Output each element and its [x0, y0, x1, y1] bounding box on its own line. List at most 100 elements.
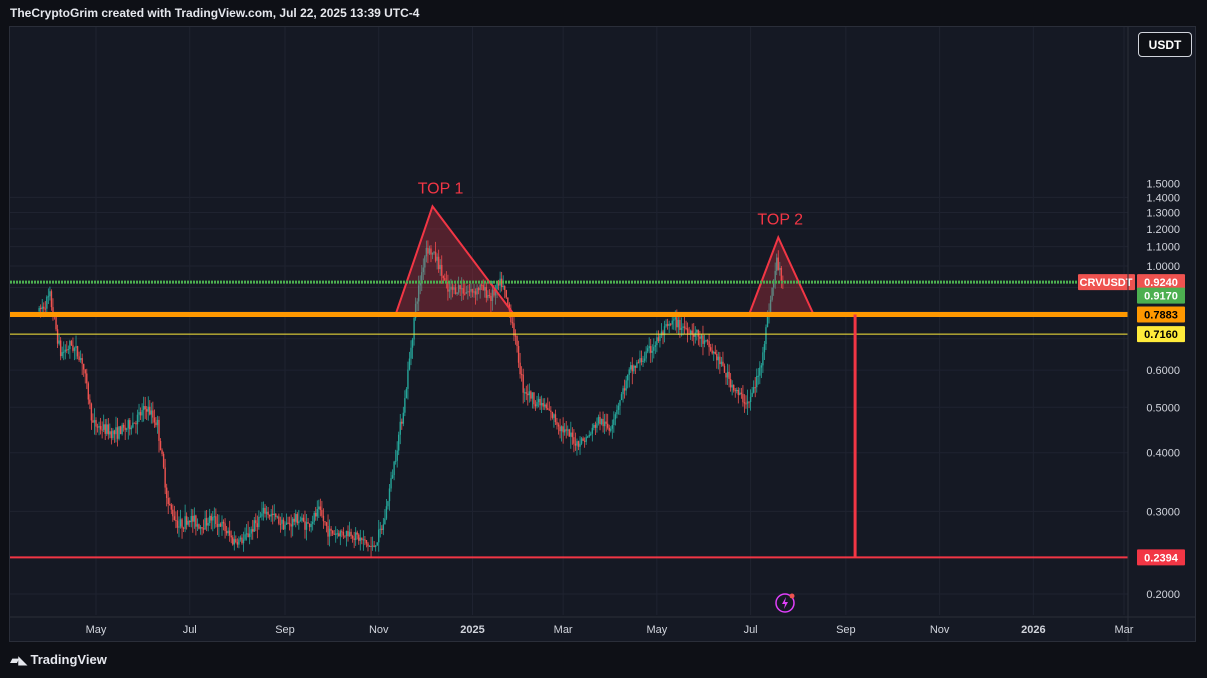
candle-body: [381, 528, 383, 530]
candle-body: [765, 327, 767, 345]
candle-body: [669, 323, 672, 325]
candle-body: [387, 501, 389, 507]
candle-body: [602, 418, 604, 427]
y-tick-label: 0.5000: [1146, 402, 1180, 414]
candle-body: [205, 518, 208, 526]
candle-body: [439, 264, 441, 270]
candle-body: [116, 427, 119, 439]
candle-body: [304, 521, 306, 530]
candle-body: [408, 358, 411, 370]
candle-body: [597, 416, 600, 424]
candle-body: [568, 429, 570, 437]
candle-body: [611, 424, 614, 429]
candle-body: [364, 539, 366, 541]
candle-body: [711, 350, 713, 354]
candle-body: [740, 392, 743, 394]
candle-body: [81, 358, 83, 364]
candle-body: [457, 285, 460, 293]
candle-body: [502, 286, 504, 288]
symbol-label-box: [1078, 274, 1135, 291]
candle-body: [122, 424, 125, 428]
candle-body: [461, 288, 463, 290]
candle-body: [683, 326, 686, 328]
candle-body: [99, 426, 102, 430]
candle-body: [571, 432, 574, 438]
candle-body: [288, 523, 291, 525]
candle-body: [225, 530, 228, 534]
candle-body: [673, 319, 675, 321]
candle-body: [158, 419, 160, 442]
candle-body: [734, 390, 736, 392]
candle-body: [427, 247, 429, 254]
candle-body: [305, 522, 308, 530]
candle-body: [745, 403, 747, 405]
candle-body: [679, 319, 681, 330]
candle-body: [273, 513, 275, 515]
candle-body: [321, 510, 323, 516]
candle-body: [605, 421, 607, 424]
currency-selector-button[interactable]: USDT: [1138, 32, 1192, 57]
candle-body: [67, 348, 70, 350]
candle-body: [210, 515, 212, 521]
candle-body: [159, 441, 162, 451]
candle-body: [505, 290, 507, 298]
candle-body: [479, 284, 481, 291]
candle-body: [468, 291, 471, 293]
candle-body: [513, 323, 515, 336]
x-tick-label: Sep: [836, 624, 856, 636]
candle-body: [579, 443, 581, 447]
candle-body: [43, 306, 45, 309]
candle-body: [639, 358, 641, 363]
symbol-label-text: CRVUSDT: [1080, 277, 1133, 289]
candle-body: [79, 358, 82, 361]
candle-body: [347, 530, 349, 537]
y-tick-label: 1.4000: [1146, 192, 1180, 204]
candle-body: [736, 389, 738, 391]
candle-body: [524, 392, 526, 394]
candle-body: [626, 374, 629, 381]
candle-body: [404, 398, 406, 413]
candle-body: [101, 429, 103, 431]
y-tick-label: 1.3000: [1146, 208, 1180, 220]
candle-body: [86, 373, 88, 384]
candle-body: [126, 428, 128, 430]
candle-body: [331, 530, 334, 534]
candle-body: [728, 371, 730, 380]
candle-body: [697, 329, 700, 337]
candle-body: [694, 332, 696, 337]
candle-body: [73, 348, 76, 351]
candle-body: [127, 420, 129, 429]
candle-body: [402, 412, 405, 424]
candle-body: [55, 316, 57, 330]
candle-body: [476, 287, 478, 295]
candle-body: [442, 275, 444, 279]
candle-body: [708, 341, 710, 348]
candle-body: [706, 340, 709, 342]
candle-body: [594, 424, 597, 428]
candle-body: [646, 348, 649, 352]
candle-body: [779, 267, 781, 270]
candle-body: [195, 515, 197, 527]
candle-body: [150, 410, 153, 415]
candle-body: [425, 247, 428, 257]
candle-body: [261, 513, 263, 517]
candle-body: [530, 391, 532, 399]
candle-body: [268, 515, 271, 517]
candle-body: [350, 531, 352, 537]
candle-body: [299, 520, 302, 522]
price-label-box: [1137, 274, 1185, 291]
candle-body: [631, 365, 633, 372]
candle-body: [414, 303, 417, 319]
price-label-text: 0.7883: [1144, 309, 1178, 321]
candle-body: [204, 518, 206, 530]
candle-body: [351, 536, 354, 539]
candle-body: [702, 335, 704, 344]
candle-body: [763, 344, 766, 353]
candle-body: [301, 517, 303, 521]
y-tick-label-partial: 1.5000: [1146, 178, 1180, 190]
y-tick-label: 0.4000: [1146, 448, 1180, 460]
candle-body: [519, 362, 521, 375]
candle-body: [769, 299, 772, 314]
candle-body: [411, 339, 414, 348]
